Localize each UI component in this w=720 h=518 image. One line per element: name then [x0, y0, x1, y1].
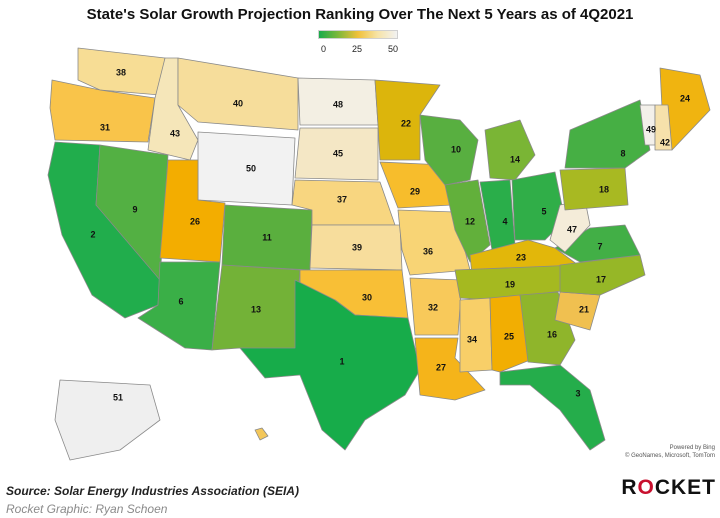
rank-label-tx: 1 [339, 356, 344, 366]
rank-label-ak: 51 [113, 392, 123, 402]
rank-label-mt: 40 [233, 98, 243, 108]
state-az [137, 261, 221, 351]
rank-label-me: 24 [680, 93, 690, 103]
state-fl [499, 364, 606, 451]
rank-label-ny: 8 [620, 148, 625, 158]
rank-label-ar: 32 [428, 302, 438, 312]
rank-label-ca: 2 [90, 229, 95, 239]
rank-label-pa: 18 [599, 184, 609, 194]
rocket-logo: ROCKET [620, 476, 716, 500]
state-pa [559, 167, 629, 211]
legend-max-label: 50 [388, 44, 399, 54]
rank-label-nv: 9 [132, 204, 137, 214]
state-la [414, 337, 486, 401]
rank-label-fl: 3 [575, 388, 580, 398]
map-attribution: Powered by Bing © GeoNames, Microsoft, T… [620, 444, 715, 460]
rank-label-nd: 48 [333, 99, 343, 109]
rank-label-va: 7 [597, 241, 602, 251]
source-note: Source: Solar Energy Industries Associat… [6, 484, 299, 498]
logo-part-3: CKET [654, 476, 716, 499]
state-nh [654, 104, 673, 151]
state-tx [239, 279, 421, 451]
rank-label-la: 27 [436, 362, 446, 372]
legend-mid-label: 25 [352, 44, 363, 54]
rank-label-wi: 10 [451, 144, 461, 154]
rank-label-il: 12 [465, 216, 475, 226]
rank-label-wy: 50 [246, 163, 256, 173]
state-mn [374, 79, 441, 161]
attribution-line-1: Powered by Bing [669, 445, 715, 451]
rank-label-wv: 47 [567, 224, 577, 234]
state-sd [294, 127, 379, 181]
rank-label-vt: 49 [646, 124, 656, 134]
rank-label-or: 31 [100, 122, 110, 132]
legend-gradient-bar [318, 30, 398, 39]
rank-label-al: 25 [504, 331, 514, 341]
state-ut [159, 159, 226, 263]
state-mo [397, 209, 471, 276]
state-me [659, 67, 711, 151]
rank-label-co: 11 [262, 232, 272, 242]
state-al [489, 294, 531, 373]
logo-part-1: R [621, 476, 638, 499]
state-wi [419, 114, 479, 186]
rank-label-mn: 22 [401, 118, 411, 128]
rank-label-mo: 36 [423, 246, 433, 256]
color-legend: 0 25 50 [318, 30, 402, 64]
rank-label-ms: 34 [467, 334, 477, 344]
rank-label-nc: 17 [596, 274, 606, 284]
rank-label-sc: 21 [579, 304, 589, 314]
state-wa [77, 47, 166, 96]
rank-label-tn: 19 [505, 279, 515, 289]
state-mi [484, 119, 536, 181]
logo-part-2: O [637, 476, 655, 499]
legend-min-label: 0 [321, 44, 327, 54]
rank-label-az: 6 [178, 296, 183, 306]
rank-label-sd: 45 [333, 148, 343, 158]
rank-label-nh: 42 [660, 137, 670, 147]
rank-label-id: 43 [170, 128, 180, 138]
rank-label-ky: 23 [516, 252, 526, 262]
state-hi [254, 427, 269, 441]
rank-label-mi: 14 [510, 154, 520, 164]
rank-label-ok: 30 [362, 292, 372, 302]
attribution-line-2: © GeoNames, Microsoft, TomTom [625, 453, 715, 459]
state-ak [54, 379, 161, 461]
rank-label-ia: 29 [410, 186, 420, 196]
map-title: State's Solar Growth Projection Ranking … [86, 6, 634, 23]
rank-label-in: 4 [502, 216, 507, 226]
rank-label-ne: 37 [337, 194, 347, 204]
rank-label-oh: 5 [541, 206, 546, 216]
rank-label-ga: 16 [547, 329, 557, 339]
rank-label-ut: 26 [190, 216, 200, 226]
state-mt [177, 57, 299, 131]
rank-label-wa: 38 [116, 67, 126, 77]
rank-label-ks: 39 [352, 242, 362, 252]
graphic-credit: Rocket Graphic: Ryan Schoen [6, 502, 168, 516]
rank-label-nm: 13 [251, 304, 261, 314]
state-ny [564, 99, 651, 169]
state-ar [409, 277, 463, 336]
state-or [49, 79, 156, 143]
